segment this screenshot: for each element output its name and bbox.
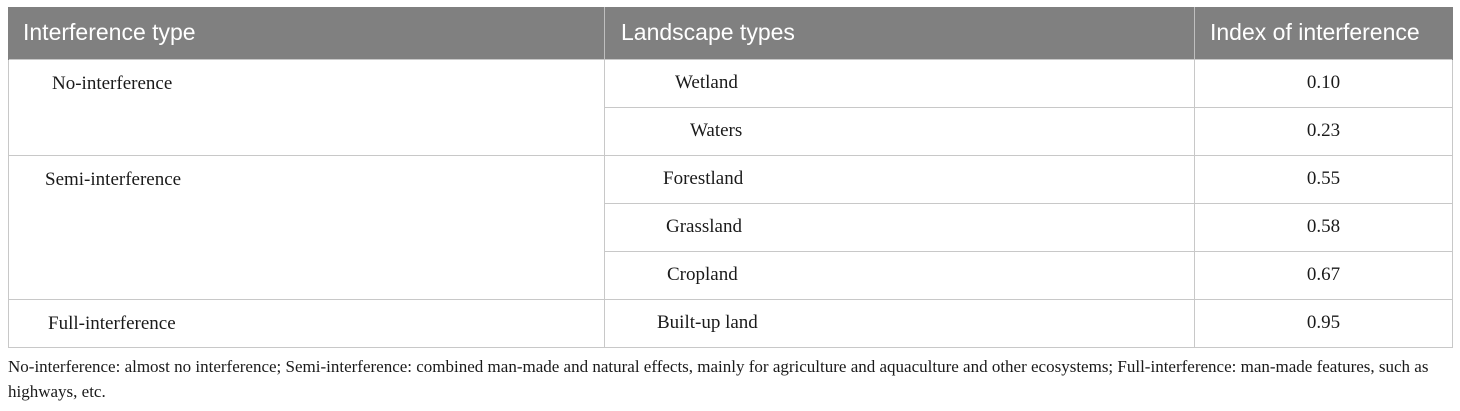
- index-cell: 0.23: [1194, 106, 1453, 156]
- landscape-cell: Forestland: [604, 154, 1195, 204]
- header-index-of-interference: Index of interference: [1194, 7, 1453, 59]
- index-cell: 0.58: [1194, 202, 1453, 252]
- interference-type-cell: Full-interference: [8, 298, 605, 348]
- interference-table: Interference type Landscape types Index …: [8, 7, 1453, 348]
- index-cell: 0.55: [1194, 154, 1453, 204]
- header-landscape-types: Landscape types: [604, 7, 1195, 59]
- interference-type-label: Semi-interference: [45, 168, 182, 190]
- header-interference-type: Interference type: [8, 7, 605, 59]
- landscape-cell: Waters: [604, 106, 1195, 156]
- landscape-cell: Wetland: [604, 58, 1195, 108]
- table-row: Grassland 0.58: [9, 202, 1453, 252]
- table-header: Interference type Landscape types Index …: [8, 7, 1453, 59]
- table-row: Cropland 0.67: [9, 250, 1453, 300]
- table-body: No-interference Wetland 0.10 Waters 0.23…: [8, 58, 1453, 348]
- interference-type-label: No-interference: [52, 72, 173, 94]
- landscape-cell: Cropland: [604, 250, 1195, 300]
- index-cell: 0.95: [1194, 298, 1453, 348]
- header-row: Interference type Landscape types Index …: [8, 7, 1453, 59]
- landscape-cell: Grassland: [604, 202, 1195, 252]
- landscape-cell: Built-up land: [604, 298, 1195, 348]
- table-footnote: No-interference: almost no interference;…: [8, 357, 1429, 401]
- interference-type-cell: No-interference: [8, 58, 605, 156]
- data-table-container: Interference type Landscape types Index …: [8, 7, 1453, 348]
- table-row: No-interference Wetland 0.10: [8, 58, 1453, 156]
- index-cell: 0.67: [1194, 250, 1453, 300]
- table-row: Full-interference Built-up land 0.95: [8, 298, 1453, 348]
- table-row: Waters 0.23: [9, 106, 1453, 156]
- index-cell: 0.10: [1194, 58, 1453, 108]
- interference-type-label: Full-interference: [48, 312, 176, 334]
- table-row: Semi-interference Forestland 0.55: [8, 154, 1453, 300]
- interference-type-cell: Semi-interference: [8, 154, 605, 300]
